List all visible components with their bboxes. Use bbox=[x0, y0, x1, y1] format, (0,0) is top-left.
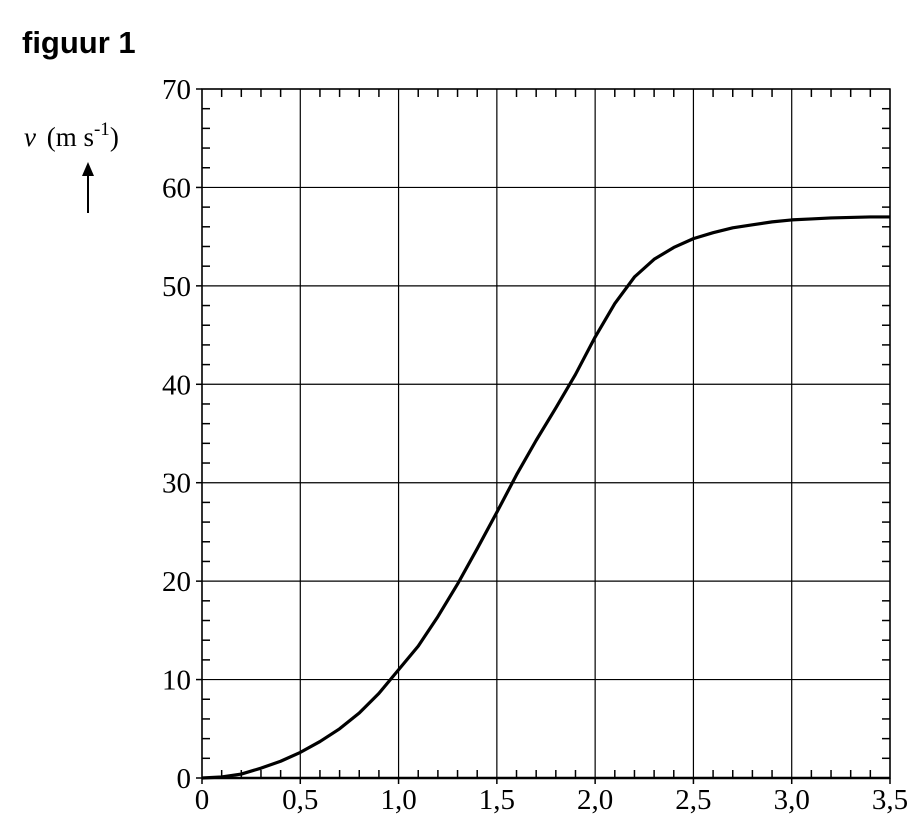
y-axis-label: v (m s-1) bbox=[24, 119, 119, 152]
y-tick-label: 20 bbox=[162, 566, 191, 598]
x-tick-label: 0 bbox=[195, 784, 210, 816]
y-tick-label: 10 bbox=[162, 665, 191, 697]
y-label-unit: (m s bbox=[47, 122, 94, 152]
plot-frame bbox=[201, 88, 891, 779]
x-tick-label: 1,5 bbox=[479, 784, 515, 816]
x-tick-label: 3,0 bbox=[774, 784, 810, 816]
y-label-exponent: -1 bbox=[94, 119, 110, 140]
y-arrow-head bbox=[82, 162, 94, 176]
curve bbox=[201, 215, 890, 780]
y-tick-label: 30 bbox=[162, 468, 191, 500]
x-tick-label: 0,5 bbox=[282, 784, 318, 816]
y-tick-label: 70 bbox=[162, 74, 191, 106]
y-tick-label: 0 bbox=[177, 763, 192, 795]
y-tick-label: 50 bbox=[162, 271, 191, 303]
x-tick-label: 2,0 bbox=[577, 784, 613, 816]
x-tick-label: 3,5 bbox=[872, 784, 908, 816]
y-label-symbol: v bbox=[24, 122, 36, 152]
x-tick-label: 2,5 bbox=[675, 784, 711, 816]
y-tick-label: 40 bbox=[162, 369, 191, 401]
chart-title: figuur 1 bbox=[22, 25, 136, 60]
x-tick-label: 1,0 bbox=[380, 784, 416, 816]
y-label-close: ) bbox=[110, 122, 119, 152]
y-tick-label: 60 bbox=[162, 172, 191, 204]
